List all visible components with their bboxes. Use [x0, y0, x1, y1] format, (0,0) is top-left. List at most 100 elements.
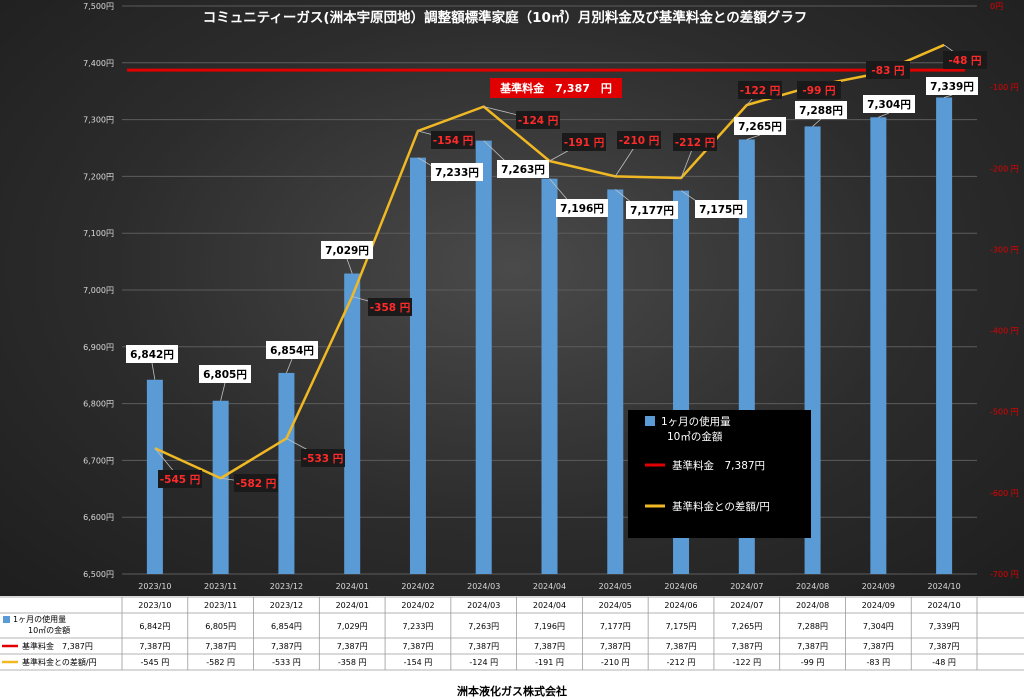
table-cell: 7,196円: [534, 622, 565, 631]
table-cell: 6,842円: [139, 622, 170, 631]
y-left-tick-label: 6,900円: [83, 343, 114, 352]
difference-value-label: -358 円: [370, 302, 410, 314]
footer-company-name: 洲本液化ガス株式会社: [457, 685, 567, 698]
difference-value-label: -48 円: [948, 55, 981, 67]
difference-value-label-box: [943, 51, 987, 69]
table-header-cell: 2024/05: [599, 601, 632, 610]
difference-value-label-box: [738, 81, 782, 99]
bar: [409, 157, 426, 574]
y-right-tick-label: -700 円: [990, 570, 1019, 579]
legend-label-difference: 基準料金との差額/円: [672, 500, 770, 513]
table-cell: 7,387円: [731, 642, 762, 651]
table-cell: 7,177円: [600, 622, 631, 631]
bar-value-label-box: [734, 117, 786, 135]
difference-value-label-box: [516, 111, 560, 129]
table-header-cell: 2024/02: [401, 601, 434, 610]
y-left-tick-label: 6,500円: [83, 570, 114, 579]
y-right-tick-label: -600 円: [990, 489, 1019, 498]
bar-value-label-leader: [220, 382, 226, 401]
bar-value-label: 7,175円: [699, 204, 743, 216]
bar: [475, 140, 492, 574]
difference-value-label: -210 円: [619, 135, 659, 147]
y-right-tick-label: -300 円: [990, 245, 1019, 254]
table-cell: 7,265円: [731, 622, 762, 631]
bar-value-label-box: [321, 241, 373, 259]
y-left-tick-label: 6,800円: [83, 400, 114, 409]
y-right-tick-label: -100 円: [990, 83, 1019, 92]
y-right-tick-label: -500 円: [990, 408, 1019, 417]
table-cell: 7,387円: [534, 642, 565, 651]
bar-value-label-leader: [346, 258, 353, 274]
table-row-label-usage: 1ヶ月の使用量: [13, 614, 66, 624]
table-cell: 7,387円: [600, 642, 631, 651]
table-cell: 7,387円: [139, 642, 170, 651]
bar: [278, 372, 295, 574]
bar-value-label-leader: [943, 94, 953, 98]
bar-value-label-leader: [151, 362, 156, 380]
x-tick-label: 2024/05: [599, 582, 632, 591]
table-cell: -83 円: [867, 658, 891, 667]
table-cell: -545 円: [141, 658, 170, 667]
table-cell: 7,387円: [863, 642, 894, 651]
table-cell: -191 円: [535, 658, 564, 667]
table-cell: 7,387円: [271, 642, 302, 651]
y-left-tick-label: 7,400円: [83, 59, 114, 68]
bar: [212, 400, 229, 574]
x-tick-label: 2024/09: [862, 582, 895, 591]
table-row-label-reference: 基準料金 7,387円: [22, 641, 93, 651]
x-tick-label: 2024/07: [730, 582, 763, 591]
table-header-cell: 2024/10: [927, 601, 960, 610]
table-header-cell: 2024/07: [730, 601, 763, 610]
table-header-cell: 2023/12: [270, 601, 303, 610]
y-right-tick-label: -400 円: [990, 327, 1019, 336]
legend-swatch-usage: [645, 416, 655, 426]
difference-value-label-box: [158, 470, 202, 488]
legend-box: [628, 410, 811, 538]
y-left-tick-label: 7,200円: [83, 172, 114, 181]
table-cell: 7,304円: [863, 622, 894, 631]
table-header-cell: 2024/08: [796, 601, 829, 610]
bar-value-label: 7,339円: [930, 81, 974, 93]
table-header-cell: 2024/06: [664, 601, 697, 610]
x-tick-label: 2024/08: [796, 582, 829, 591]
bar-value-label-box: [556, 199, 608, 217]
table-cell: -210 円: [601, 658, 630, 667]
bar-value-label: 7,288円: [799, 105, 843, 117]
bar-value-label-box: [695, 200, 747, 218]
table-header-cell: 2024/01: [336, 601, 369, 610]
bar-value-label: 7,233円: [435, 167, 479, 179]
y-left-tick-label: 7,100円: [83, 229, 114, 238]
x-tick-label: 2023/12: [270, 582, 303, 591]
bar-value-label-box: [626, 201, 678, 219]
bar-value-label-leader: [878, 112, 890, 118]
bar: [607, 189, 624, 575]
bar-value-label-leader: [812, 118, 822, 127]
table-cell: 6,854円: [271, 622, 302, 631]
bar-value-label: 7,265円: [738, 121, 782, 133]
bar-value-label-leader: [746, 134, 761, 140]
bar-value-label-box: [926, 77, 978, 95]
bar-value-label-box: [795, 101, 847, 119]
chart-area: [0, 0, 1024, 596]
table-cell: 7,029円: [337, 622, 368, 631]
table-cell: 7,387円: [205, 642, 236, 651]
difference-value-label-box: [617, 131, 661, 149]
table-cell: 6,805円: [205, 622, 236, 631]
x-tick-label: 2024/04: [533, 582, 566, 591]
x-tick-label: 2024/03: [467, 582, 500, 591]
table-cell: 7,263円: [468, 622, 499, 631]
y-left-tick-label: 7,500円: [83, 2, 114, 11]
bar-value-label-leader: [286, 358, 293, 374]
table-cell: 7,233円: [403, 622, 434, 631]
y-left-tick-label: 7,000円: [83, 286, 114, 295]
difference-value-label-box: [431, 131, 475, 149]
bar-value-label: 6,842円: [130, 349, 174, 361]
table-cell: 7,387円: [797, 642, 828, 651]
difference-value-label-box: [301, 449, 345, 467]
bar-value-label-box: [199, 365, 251, 383]
bar-value-label: 7,196円: [560, 203, 604, 215]
difference-value-label-box: [797, 81, 841, 99]
table-row-label-usage-line2: 10㎥の金額: [28, 625, 70, 635]
table-cell: 7,175円: [666, 622, 697, 631]
table-cell: 7,288円: [797, 622, 828, 631]
